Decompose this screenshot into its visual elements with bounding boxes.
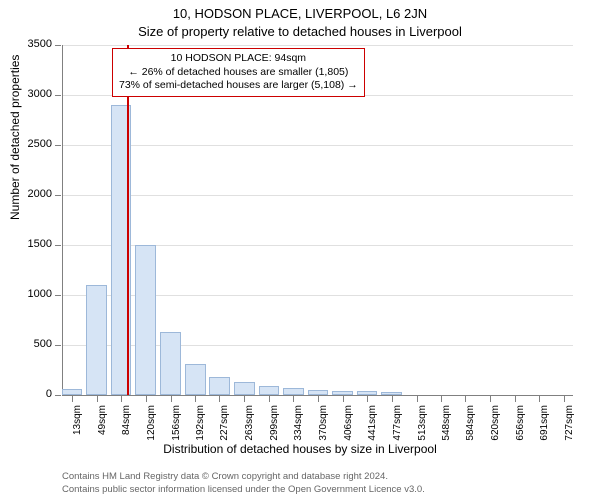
x-tick	[146, 396, 147, 402]
histogram-bar	[308, 390, 329, 396]
y-tick	[55, 395, 61, 396]
y-tick-label: 2500	[12, 138, 52, 150]
x-tick	[343, 396, 344, 402]
chart-title-main: 10, HODSON PLACE, LIVERPOOL, L6 2JN	[0, 6, 600, 21]
histogram-bar	[259, 386, 280, 396]
histogram-bar	[209, 377, 230, 395]
histogram-bar	[381, 392, 402, 396]
x-tick	[97, 396, 98, 402]
histogram-bar	[357, 391, 378, 395]
y-tick-label: 0	[12, 388, 52, 400]
histogram-bar	[160, 332, 181, 395]
footer-line-1: Contains HM Land Registry data © Crown c…	[62, 471, 425, 483]
y-tick	[55, 145, 61, 146]
y-tick	[55, 245, 61, 246]
x-tick	[539, 396, 540, 402]
histogram-bar	[332, 391, 353, 396]
y-tick-label: 3500	[12, 38, 52, 50]
y-tick	[55, 295, 61, 296]
chart-container: 10, HODSON PLACE, LIVERPOOL, L6 2JN Size…	[0, 0, 600, 500]
x-tick	[219, 396, 220, 402]
x-tick	[392, 396, 393, 402]
x-tick	[171, 396, 172, 402]
chart-title-sub: Size of property relative to detached ho…	[0, 24, 600, 39]
footer-line-2: Contains public sector information licen…	[62, 484, 425, 496]
y-tick-label: 3000	[12, 88, 52, 100]
x-tick	[367, 396, 368, 402]
y-tick-label: 500	[12, 338, 52, 350]
y-tick	[55, 95, 61, 96]
histogram-bar	[283, 388, 304, 395]
y-tick-label: 1000	[12, 288, 52, 300]
property-marker-line	[127, 45, 129, 395]
x-tick	[564, 396, 565, 402]
annotation-box: 10 HODSON PLACE: 94sqm ← 26% of detached…	[112, 48, 365, 97]
x-tick	[293, 396, 294, 402]
x-tick	[195, 396, 196, 402]
y-tick	[55, 45, 61, 46]
annotation-line-3: 73% of semi-detached houses are larger (…	[119, 79, 358, 93]
x-tick	[441, 396, 442, 402]
y-tick-label: 2000	[12, 188, 52, 200]
y-tick	[55, 345, 61, 346]
histogram-bar	[185, 364, 206, 395]
x-tick	[269, 396, 270, 402]
x-tick	[121, 396, 122, 402]
y-tick-label: 1500	[12, 238, 52, 250]
annotation-line-1: 10 HODSON PLACE: 94sqm	[119, 52, 358, 66]
histogram-bar	[86, 285, 107, 395]
histogram-bar	[62, 389, 83, 395]
x-tick	[318, 396, 319, 402]
x-tick	[465, 396, 466, 402]
gridline	[63, 145, 573, 146]
histogram-bar	[234, 382, 255, 395]
x-tick	[490, 396, 491, 402]
gridline	[63, 45, 573, 46]
y-tick	[55, 195, 61, 196]
gridline	[63, 195, 573, 196]
x-tick	[244, 396, 245, 402]
x-tick	[417, 396, 418, 402]
histogram-bar	[135, 245, 156, 395]
footer-attribution: Contains HM Land Registry data © Crown c…	[62, 471, 425, 496]
plot-area: 13sqm49sqm84sqm120sqm156sqm192sqm227sqm2…	[62, 45, 573, 396]
x-tick	[515, 396, 516, 402]
annotation-line-2: ← 26% of detached houses are smaller (1,…	[119, 66, 358, 80]
x-tick	[72, 396, 73, 402]
x-axis-label: Distribution of detached houses by size …	[0, 442, 600, 456]
